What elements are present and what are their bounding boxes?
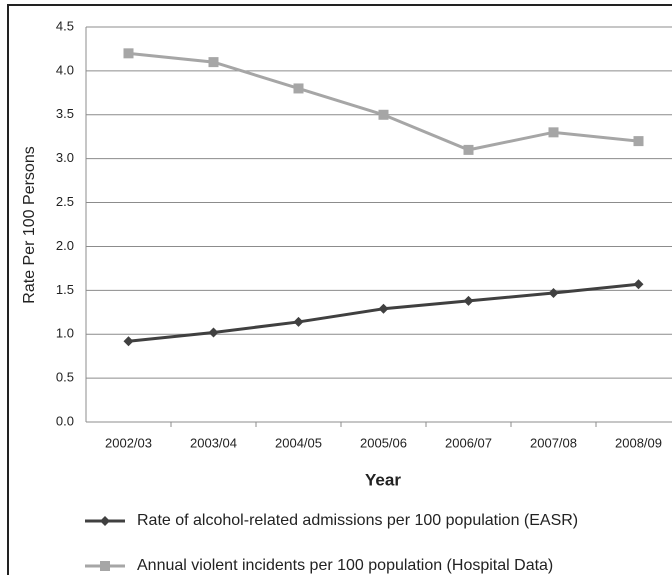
- y-tick-label: 4.5: [56, 18, 74, 33]
- y-tick-label: 0.0: [56, 413, 74, 428]
- y-tick-label: 0.5: [56, 370, 74, 385]
- legend-label: Annual violent incidents per 100 populat…: [137, 557, 553, 574]
- series-line: [128, 51, 639, 152]
- data-point: [378, 109, 389, 120]
- x-tick-label: 2003/04: [190, 435, 237, 450]
- x-axis-title: Year: [365, 470, 401, 489]
- x-tick-label: 2008/09: [615, 435, 662, 450]
- y-tick-label: 3.5: [56, 106, 74, 121]
- x-tick-label: 2004/05: [275, 435, 322, 450]
- y-tick-label: 2.0: [56, 238, 74, 253]
- x-tick-label: 2007/08: [530, 435, 577, 450]
- y-tick-label: 1.0: [56, 326, 74, 341]
- legend-marker: [100, 561, 110, 571]
- data-point: [208, 327, 219, 338]
- data-point: [633, 279, 644, 290]
- data-point: [293, 316, 304, 327]
- data-point: [548, 127, 559, 138]
- data-point: [123, 48, 134, 59]
- y-tick-label: 4.0: [56, 62, 74, 77]
- y-tick-label: 1.5: [56, 282, 74, 297]
- data-point: [548, 287, 559, 298]
- data-point: [633, 136, 644, 147]
- data-point: [378, 303, 389, 314]
- data-point: [293, 83, 304, 94]
- data-point: [208, 57, 219, 68]
- legend-marker: [100, 516, 110, 526]
- x-tick-label: 2002/03: [105, 435, 152, 450]
- legend-label: Rate of alcohol-related admissions per 1…: [137, 512, 578, 529]
- data-point: [123, 336, 134, 347]
- y-axis-title: Rate Per 100 Persons: [21, 146, 38, 303]
- data-point: [463, 144, 474, 155]
- frame: [7, 4, 672, 575]
- data-point: [463, 295, 474, 306]
- x-tick-label: 2005/06: [360, 435, 407, 450]
- x-tick-label: 2006/07: [445, 435, 492, 450]
- y-tick-label: 3.0: [56, 150, 74, 165]
- y-tick-label: 2.5: [56, 194, 74, 209]
